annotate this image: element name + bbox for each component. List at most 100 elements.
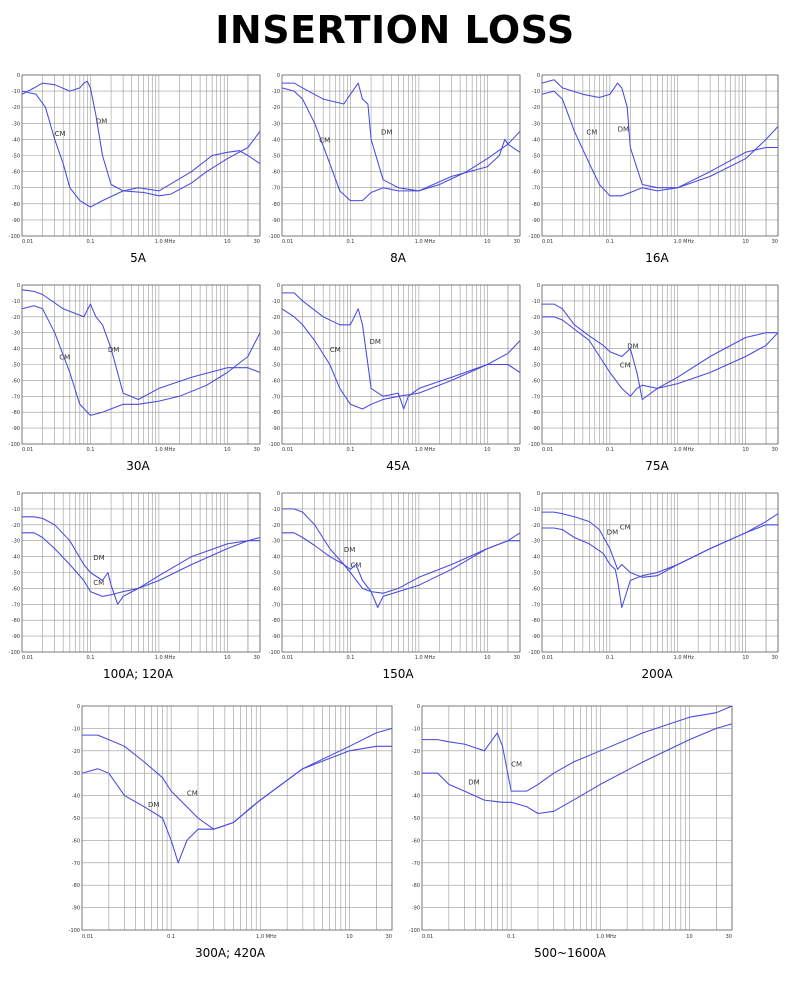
chart-caption: 75A (645, 459, 669, 473)
x-tick-label: 0.1 (606, 239, 614, 245)
y-tick-label: 0 (277, 283, 280, 289)
y-tick-label: -60 (532, 378, 540, 384)
x-tick-label: 30 (254, 447, 260, 453)
y-tick-label: -60 (532, 170, 540, 176)
y-tick-label: -20 (532, 105, 540, 111)
x-tick-label: 0.1 (507, 934, 515, 940)
y-tick-label: -30 (532, 121, 540, 127)
chart-panel-150a: 0 -10 -20 -30 -40 -50 -60 -70 -80 -90 -100 0.01 0.1 1… (268, 490, 528, 681)
plot-frame (21, 74, 261, 237)
series-line-dm (22, 516, 260, 605)
y-tick-label: -30 (272, 331, 280, 337)
y-tick-label: -50 (12, 363, 20, 369)
series-line-cm (281, 87, 521, 202)
series-line-dm (282, 82, 521, 192)
x-tick-label: 10 (484, 655, 490, 661)
series-label-cm: CM (59, 354, 70, 362)
x-tick-label: 10 (224, 239, 230, 245)
series-label-cm: CM (620, 362, 631, 370)
y-tick-label: -40 (532, 137, 540, 143)
y-tick-label: 0 (537, 283, 540, 289)
plot-frame (421, 705, 733, 931)
chart-panel-75a: 0 -10 -20 -30 -40 -50 -60 -70 -80 -90 -100 0.01 0.1 1… (528, 282, 786, 473)
series-label-dm: DM (148, 801, 159, 809)
series-label-cm: CM (187, 790, 198, 798)
x-tick-label: 1.0 MHz (155, 239, 176, 245)
y-tick-label: -10 (532, 89, 540, 95)
y-tick-label: -100 (9, 650, 20, 656)
series-line-cm (542, 316, 779, 397)
chart-caption: 150A (382, 667, 414, 681)
chart-panel-5a: 0 -10 -20 -30 -40 -50 -60 -70 -80 -90 -100 0.01 0.1 1… (8, 72, 268, 265)
y-tick-label: -100 (529, 234, 540, 240)
y-tick-label: 0 (77, 704, 80, 710)
chart-caption: 5A (130, 251, 146, 265)
series-line-dm (282, 292, 521, 410)
y-tick-label: -70 (272, 186, 280, 192)
y-tick-label: -80 (12, 410, 20, 416)
x-tick-label: 0.1 (86, 447, 94, 453)
chart-panel-8a: 0 -10 -20 -30 -40 -50 -60 -70 -80 -90 -100 0.01 0.1 1… (268, 72, 528, 265)
series-label-dm: DM (607, 528, 618, 536)
chart-caption: 200A (641, 667, 673, 681)
y-tick-label: -30 (532, 331, 540, 337)
series-line-cm (21, 305, 261, 416)
y-tick-label: -30 (12, 121, 20, 127)
x-tick-label: 30 (386, 934, 392, 940)
plot-frame (541, 74, 779, 237)
x-tick-label: 1.0 MHz (155, 447, 176, 453)
y-tick-label: -60 (272, 378, 280, 384)
y-tick-label: -100 (529, 442, 540, 448)
plot-frame (21, 492, 261, 653)
y-tick-label: -100 (9, 442, 20, 448)
y-tick-label: -20 (412, 749, 420, 755)
y-tick-label: -90 (272, 218, 280, 224)
y-tick-label: -80 (272, 410, 280, 416)
y-tick-label: -90 (412, 906, 420, 912)
y-tick-label: -20 (12, 105, 20, 111)
y-tick-label: -90 (532, 634, 540, 640)
y-tick-label: -100 (9, 234, 20, 240)
series-label-cm: CM (511, 760, 522, 768)
series-line-dm (541, 79, 778, 189)
x-tick-label: 1.0 MHz (256, 934, 277, 940)
x-tick-label: 0.1 (606, 447, 614, 453)
x-tick-label: 10 (742, 239, 748, 245)
x-tick-label: 0.1 (86, 239, 94, 245)
series-line-dm (282, 508, 521, 594)
y-tick-label: -20 (12, 315, 20, 321)
x-tick-label: 0.01 (22, 239, 33, 245)
x-tick-label: 10 (346, 934, 352, 940)
y-tick-label: -100 (269, 442, 280, 448)
series-label-cm: CM (55, 130, 66, 138)
series-line-dm (542, 303, 778, 401)
x-tick-label: 0.1 (167, 934, 175, 940)
y-tick-label: -90 (272, 634, 280, 640)
y-tick-label: 0 (417, 704, 420, 710)
x-tick-label: 0.01 (282, 655, 293, 661)
chart-caption: 16A (645, 251, 669, 265)
series-label-dm: DM (381, 129, 392, 137)
y-tick-label: -90 (272, 426, 280, 432)
x-tick-label: 0.1 (606, 655, 614, 661)
y-tick-label: -90 (532, 218, 540, 224)
y-tick-label: -10 (12, 299, 20, 305)
series-label-dm: DM (627, 343, 638, 351)
y-tick-label: -90 (12, 426, 20, 432)
chart-caption: 45A (386, 459, 410, 473)
y-tick-label: -40 (272, 555, 280, 561)
y-tick-label: -80 (272, 618, 280, 624)
page-title: INSERTION LOSS (215, 8, 575, 52)
x-tick-label: 1.0 MHz (674, 239, 695, 245)
y-tick-label: -90 (532, 426, 540, 432)
y-tick-label: -90 (72, 906, 80, 912)
y-tick-label: -90 (12, 634, 20, 640)
y-tick-label: -60 (72, 838, 80, 844)
y-tick-label: -30 (532, 539, 540, 545)
x-tick-label: 0.01 (22, 655, 33, 661)
x-tick-label: 0.01 (82, 934, 93, 940)
plot-frame (81, 705, 393, 931)
